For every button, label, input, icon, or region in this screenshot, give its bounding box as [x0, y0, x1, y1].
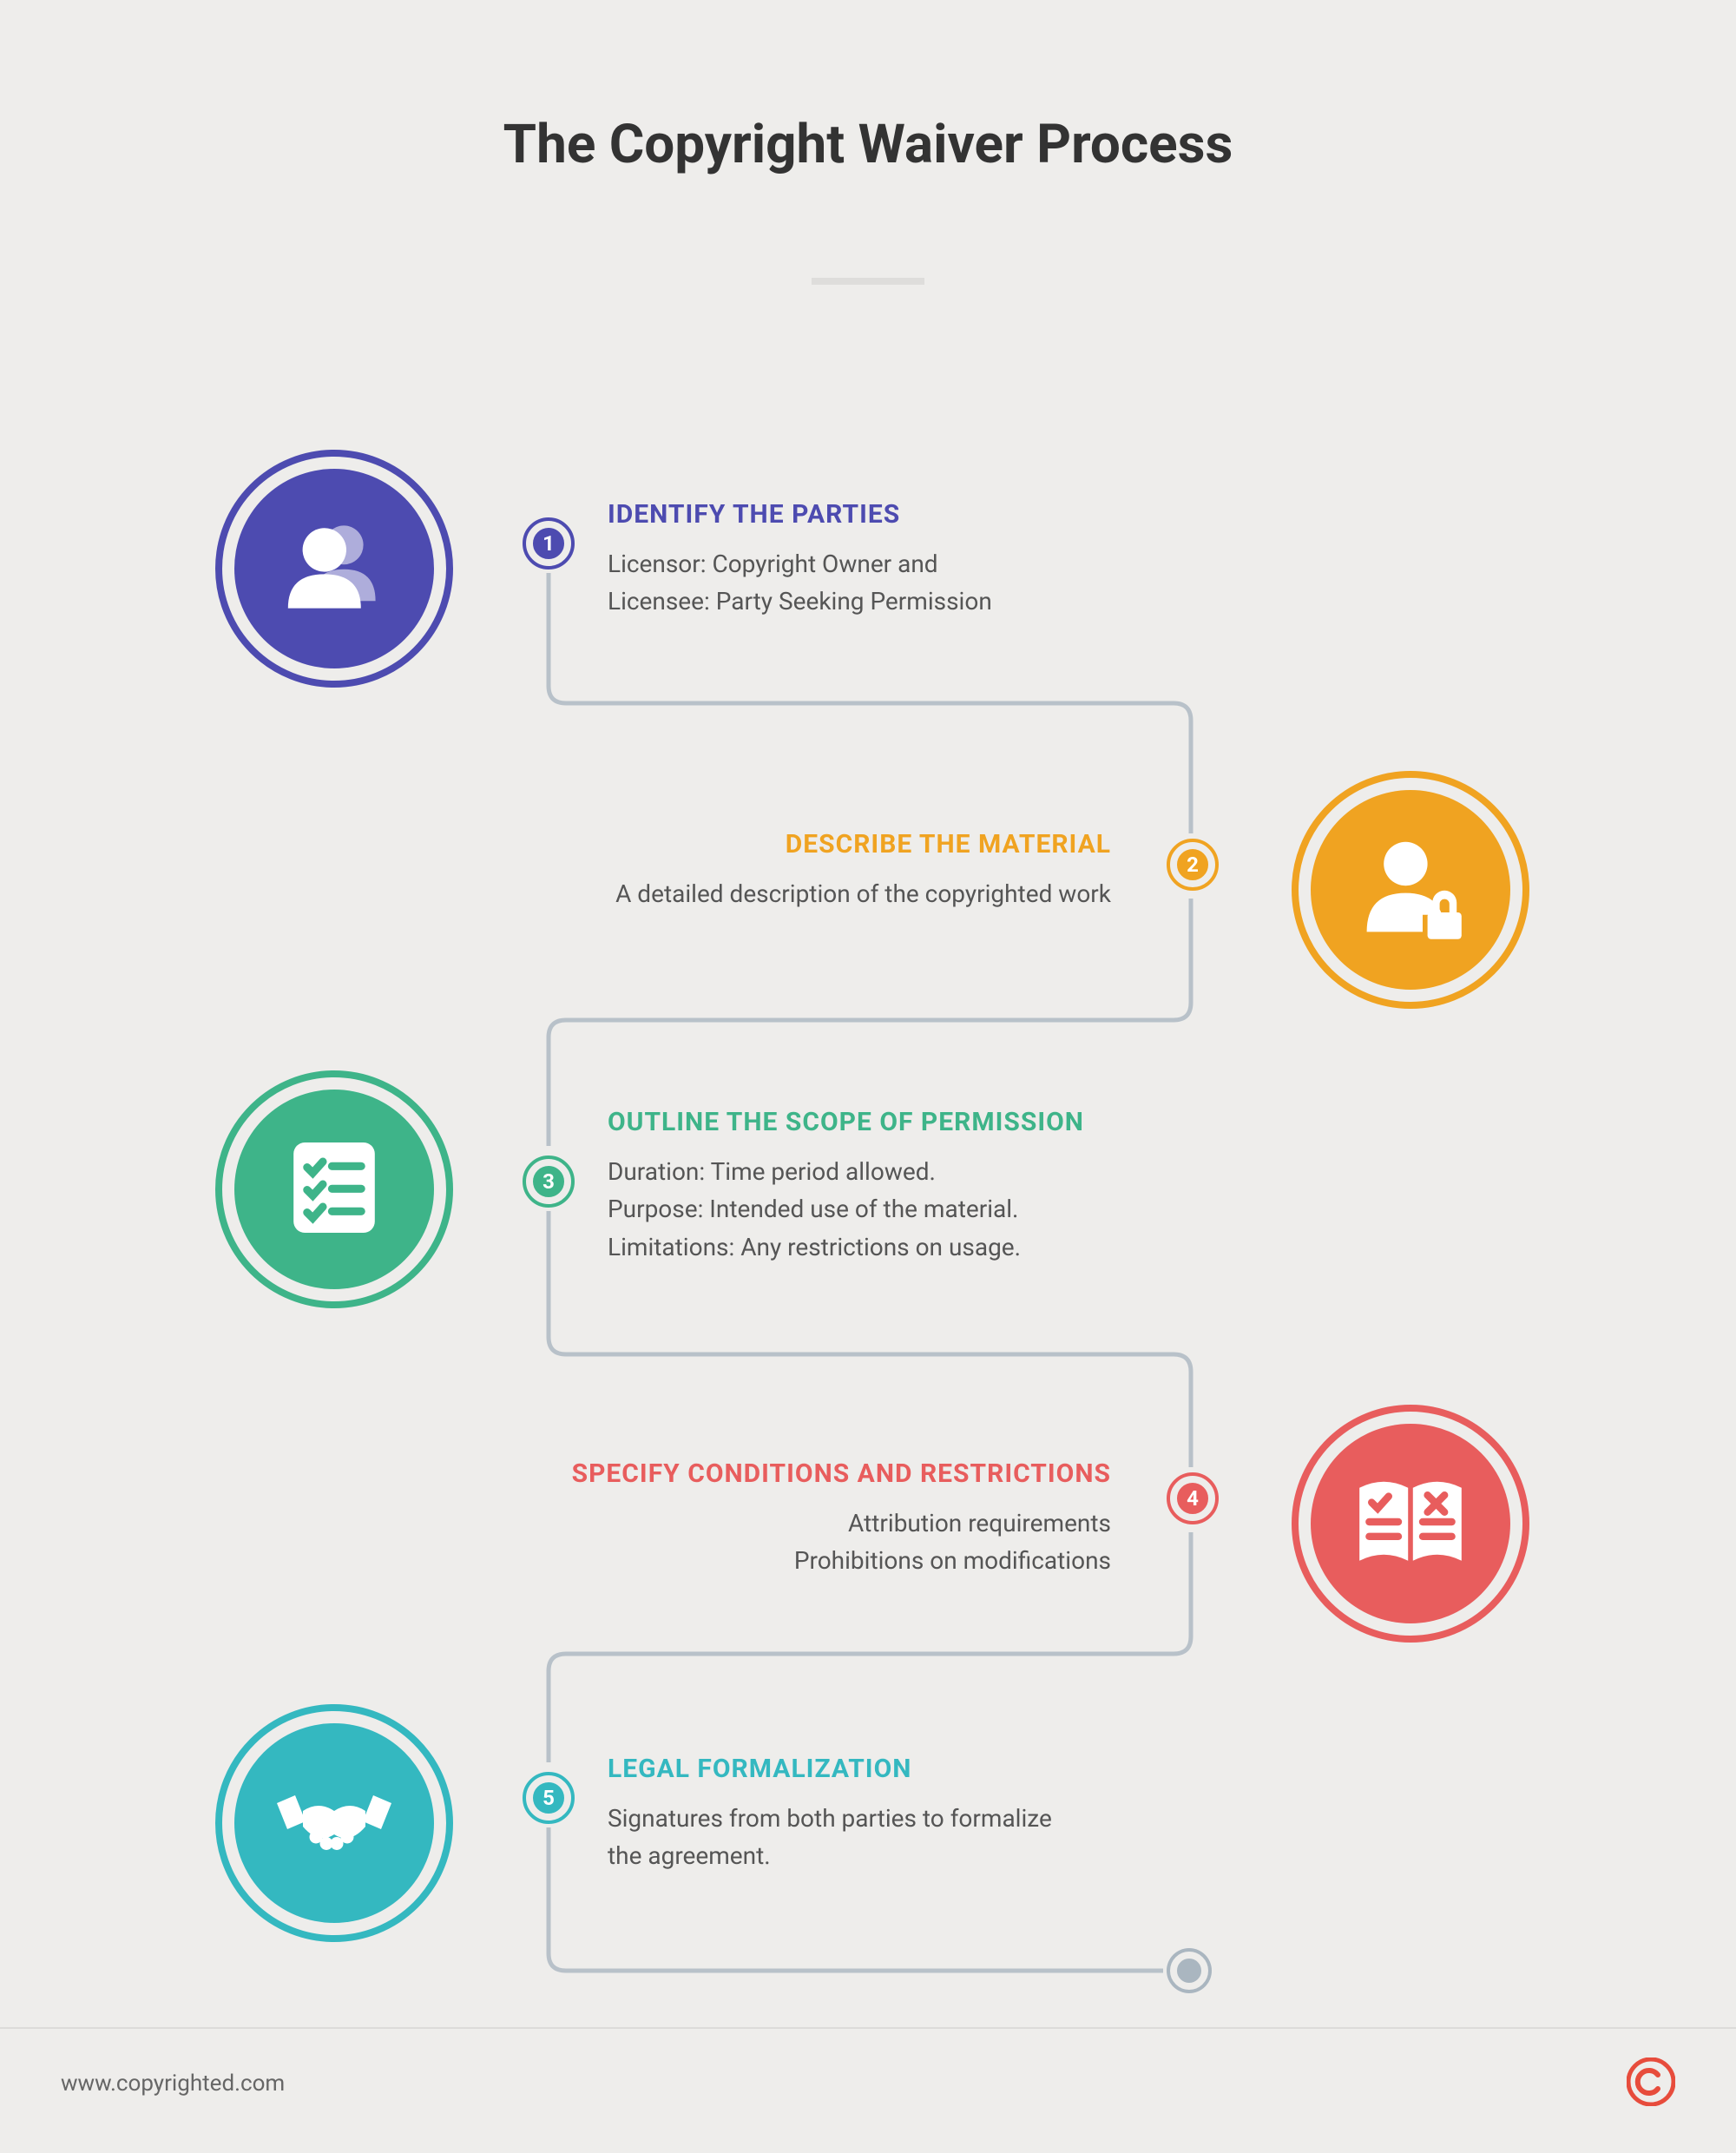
end-dot	[1170, 1952, 1208, 1990]
step-body-line: Limitations: Any restrictions on usage.	[608, 1228, 1285, 1266]
step-number-badge-1: 1	[528, 523, 569, 564]
footer-logo	[1627, 2058, 1675, 2110]
step-body-line: Duration: Time period allowed.	[608, 1153, 1285, 1190]
step-text-4: SPECIFY CONDITIONS AND RESTRICTIONS Attri…	[473, 1458, 1111, 1580]
step-body-line: Purpose: Intended use of the material.	[608, 1190, 1285, 1228]
step-body-line: Attribution requirements	[473, 1504, 1111, 1542]
step-title: IDENTIFY THE PARTIES	[608, 499, 1215, 530]
step-text-1: IDENTIFY THE PARTIES Licensor: Copyright …	[608, 499, 1215, 621]
step-body-line: Licensor: Copyright Owner and	[608, 545, 1215, 583]
footer-url: www.copyrighted.com	[61, 2071, 285, 2097]
step-circle-3	[234, 1090, 434, 1289]
step-text-3: OUTLINE THE SCOPE OF PERMISSION Duration:…	[608, 1107, 1285, 1266]
step-title: LEGAL FORMALIZATION	[608, 1754, 1215, 1784]
step-body-line: the agreement.	[608, 1837, 1215, 1874]
step-number-badge-4: 4	[1172, 1478, 1213, 1519]
step-circle-1	[234, 469, 434, 668]
step-text-5: LEGAL FORMALIZATION Signatures from both …	[608, 1754, 1215, 1875]
step-circle-2	[1311, 790, 1510, 990]
step-text-2: DESCRIBE THE MATERIAL A detailed descript…	[486, 829, 1111, 912]
step-number-badge-5: 5	[528, 1777, 569, 1819]
step-body-line: Licensee: Party Seeking Permission	[608, 583, 1215, 620]
step-circle-4	[1311, 1424, 1510, 1623]
step-body-line: Prohibitions on modifications	[473, 1542, 1111, 1579]
step-body-line: A detailed description of the copyrighte…	[486, 875, 1111, 912]
step-circle-5	[234, 1723, 434, 1923]
step-number-badge-2: 2	[1172, 844, 1213, 886]
step-title: OUTLINE THE SCOPE OF PERMISSION	[608, 1107, 1285, 1137]
footer-divider	[0, 2027, 1736, 2029]
step-title: SPECIFY CONDITIONS AND RESTRICTIONS	[473, 1458, 1111, 1489]
step-body-line: Signatures from both parties to formaliz…	[608, 1800, 1215, 1837]
step-title: DESCRIBE THE MATERIAL	[486, 829, 1111, 859]
step-number-badge-3: 3	[528, 1161, 569, 1202]
